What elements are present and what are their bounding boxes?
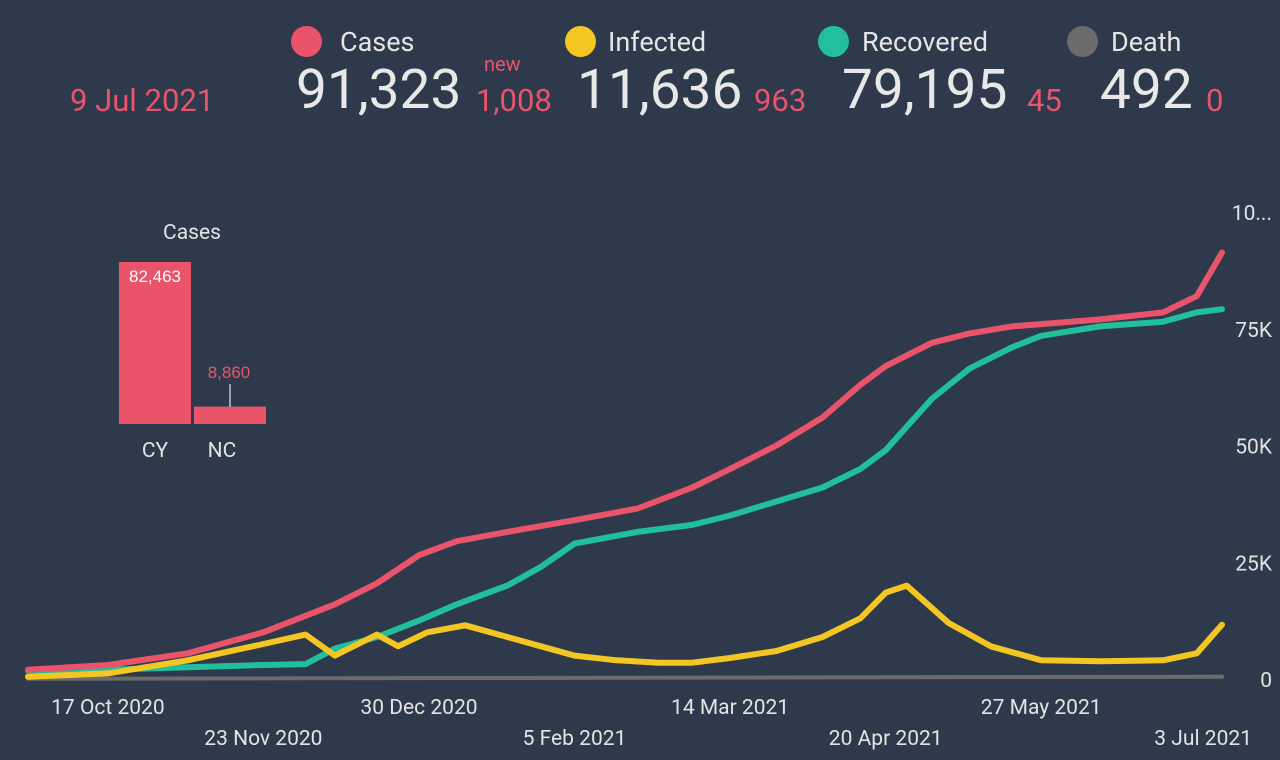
death-total: 492 bbox=[1100, 58, 1193, 122]
bar-cy[interactable] bbox=[119, 262, 191, 424]
x-tick-label: 17 Oct 2020 bbox=[51, 696, 165, 720]
x-tick-label: 14 Mar 2021 bbox=[671, 696, 789, 720]
bar-nc[interactable] bbox=[194, 406, 266, 424]
current-date: 9 Jul 2021 bbox=[70, 82, 215, 119]
bar-category-label: CY bbox=[142, 439, 169, 463]
cases-legend-label[interactable]: Cases bbox=[340, 26, 415, 58]
infected-legend-label[interactable]: Infected bbox=[608, 26, 707, 58]
bar-value-label: 8,860 bbox=[208, 363, 251, 382]
infected-legend-dot bbox=[565, 26, 596, 57]
recovered-new-count: 45 bbox=[1027, 82, 1062, 119]
x-tick-label: 3 Jul 2021 bbox=[1154, 727, 1252, 751]
bar-value-label: 82,463 bbox=[129, 267, 181, 286]
x-tick-label: 30 Dec 2020 bbox=[360, 696, 477, 720]
bar-category-label: NC bbox=[208, 439, 237, 463]
x-tick-label: 27 May 2021 bbox=[981, 696, 1102, 720]
recovered-legend-dot bbox=[818, 26, 849, 57]
x-tick-label: 23 Nov 2020 bbox=[204, 727, 322, 751]
death-legend-dot bbox=[1067, 26, 1098, 57]
x-tick-label: 20 Apr 2021 bbox=[829, 727, 943, 751]
y-tick-label: 25K bbox=[1235, 552, 1273, 576]
infected-series-line[interactable] bbox=[25, 582, 1225, 680]
recovered-total: 79,195 bbox=[842, 58, 1008, 122]
recovered-legend-label[interactable]: Recovered bbox=[862, 26, 988, 58]
y-tick-label: 75K bbox=[1235, 319, 1273, 343]
cases-total: 91,323 bbox=[296, 58, 462, 122]
x-tick-label: 5 Feb 2021 bbox=[523, 727, 627, 751]
infected-new-count: 963 bbox=[754, 82, 807, 119]
death-new-count: 0 bbox=[1206, 82, 1224, 119]
new-label: new bbox=[484, 52, 521, 76]
recovered-series-line[interactable] bbox=[25, 306, 1225, 674]
cases-series-line[interactable] bbox=[25, 249, 1225, 673]
region-chart-title: Cases bbox=[163, 221, 221, 245]
cases-new-count: 1,008 bbox=[476, 82, 552, 119]
death-series-line[interactable] bbox=[26, 674, 1224, 681]
y-tick-label: 50K bbox=[1235, 436, 1273, 460]
death-legend-label[interactable]: Death bbox=[1111, 26, 1182, 58]
y-tick-label: 10... bbox=[1232, 202, 1272, 226]
infected-total: 11,636 bbox=[577, 58, 743, 122]
cases-legend-dot bbox=[291, 26, 322, 57]
y-tick-label: 0 bbox=[1260, 669, 1272, 693]
